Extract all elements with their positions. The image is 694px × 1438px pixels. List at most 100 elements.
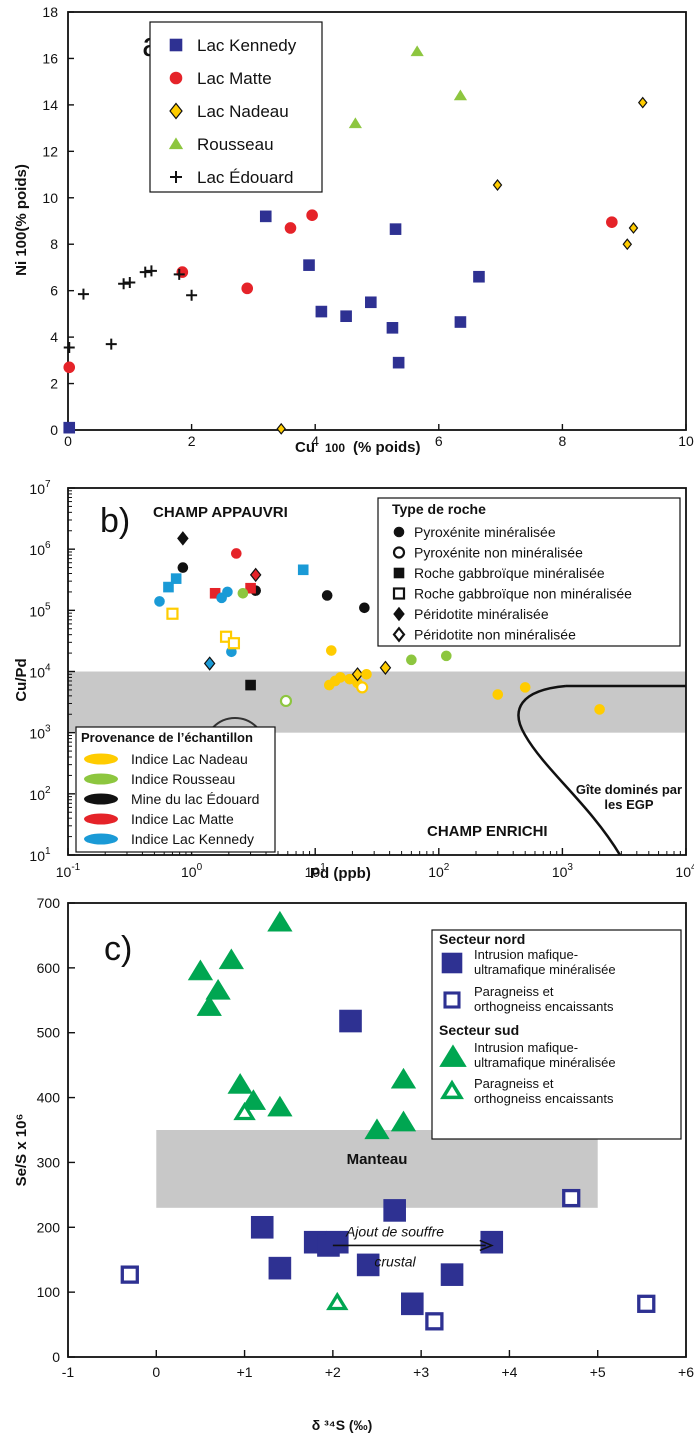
data-point-a — [139, 266, 151, 278]
legend-label-a: Lac Édouard — [197, 168, 293, 187]
y-tick-label-a: 18 — [42, 4, 58, 20]
x-tick-label-b: 102 — [428, 862, 450, 880]
data-point-a — [145, 265, 157, 277]
mantle-band-b — [68, 671, 686, 733]
data-point-c — [562, 1188, 581, 1208]
data-point-b — [335, 672, 346, 683]
x-tick-label-b: 10-1 — [56, 862, 81, 880]
legend-rock-marker — [392, 626, 406, 643]
legend-rock-label: Péridotite non minéralisée — [414, 627, 576, 643]
legend-north-intrusion-marker — [441, 952, 463, 974]
data-point-c — [233, 1101, 256, 1121]
y-tick-label-c: 700 — [37, 895, 61, 911]
y-axis-label-b: Cu/Pd — [13, 658, 30, 701]
x-tick-label-a: 6 — [435, 433, 443, 449]
legend-rock-box — [377, 497, 681, 647]
y-tick-exponent-b: 7 — [45, 479, 51, 490]
data-point-c — [205, 978, 231, 1000]
x-tick-label-c: -1 — [62, 1364, 75, 1380]
data-point-a — [348, 117, 362, 129]
data-point-b — [492, 689, 504, 700]
y-tick-exponent-b: 3 — [45, 724, 51, 735]
data-point-b — [154, 596, 165, 607]
data-point-b — [237, 587, 249, 599]
data-point-b — [231, 548, 242, 559]
data-point-a — [492, 179, 503, 191]
legend-north-intrusion-label-2: ultramafique minéralisée — [474, 962, 616, 977]
depleted-field-label: CHAMP APPAUVRI — [153, 504, 288, 521]
x-tick-label-c: 0 — [152, 1364, 160, 1380]
legend-origin-swatch — [84, 813, 118, 825]
x-tick-exponent-b: -1 — [71, 862, 80, 873]
y-tick-exponent-b: 5 — [45, 601, 51, 612]
y-tick-label-c: 0 — [52, 1349, 60, 1365]
legend-origin-swatch — [84, 833, 118, 845]
data-point-b — [227, 637, 241, 650]
y-tick-exponent-b: 6 — [45, 540, 51, 551]
data-point-a — [410, 45, 424, 57]
crustal-label-2: crustal — [374, 1253, 416, 1269]
data-point-b — [245, 582, 256, 594]
data-point-a — [303, 259, 315, 271]
legend-rock-label: Pyroxénite minéralisée — [414, 524, 556, 540]
legend-rock-label: Péridotite minéralisée — [414, 606, 549, 622]
x-tick-exponent-b: 3 — [567, 862, 573, 873]
legend-marker-a — [168, 137, 184, 150]
plot-frame-c — [67, 902, 687, 1358]
data-point-a — [622, 238, 633, 251]
data-point-c — [250, 1215, 274, 1239]
x-tick-exponent-b: 1 — [320, 862, 326, 873]
y-tick-exponent-b: 2 — [45, 785, 51, 796]
x-tick-label-c: +4 — [501, 1364, 517, 1380]
panel-label-b: b) — [100, 502, 130, 540]
legend-south-host-label: Paragneiss et — [474, 1076, 554, 1091]
y-tick-label-c: 500 — [37, 1025, 61, 1041]
data-point-a — [259, 210, 272, 223]
y-tick-label-c: 400 — [37, 1090, 61, 1106]
legend-north-title: Secteur nord — [439, 931, 525, 947]
data-point-b — [279, 694, 293, 708]
data-point-c — [425, 1312, 444, 1331]
data-point-c — [339, 1009, 362, 1033]
data-point-c — [440, 1263, 464, 1286]
x-tick-label-c: +3 — [413, 1364, 429, 1380]
x-tick-label-b: 103 — [552, 862, 574, 880]
legend-origin-box — [75, 726, 276, 853]
x-tick-exponent-b: 4 — [691, 862, 694, 873]
data-point-b — [441, 650, 452, 662]
legend-marker-a — [169, 71, 183, 85]
data-point-b — [163, 581, 174, 593]
data-point-c — [120, 1265, 139, 1284]
y-tick-label-a: 2 — [50, 376, 58, 392]
legend-rock-marker — [392, 546, 406, 559]
legend-origin-label: Indice Lac Kennedy — [131, 831, 254, 847]
x-tick-label-a: 0 — [64, 433, 72, 449]
legend-rock-marker — [393, 606, 405, 622]
legend-label-a: Lac Kennedy — [197, 36, 297, 55]
data-point-c — [383, 1199, 406, 1222]
pge-deposit-curve — [517, 684, 622, 856]
x-axis-label-c: δ ³⁴S (‰) — [312, 1417, 373, 1433]
data-point-a — [365, 296, 377, 309]
data-point-b — [245, 679, 256, 691]
crustal-label: Ajout de souffre — [345, 1223, 444, 1239]
legend-south-host-label-2: orthogneiss encaissants — [474, 1091, 614, 1106]
legend-origin-label: Indice Rousseau — [131, 771, 235, 787]
y-tick-label-a: 6 — [50, 283, 58, 299]
legend-marker-a — [169, 38, 183, 52]
data-point-a — [473, 270, 485, 283]
legend-origin-label: Mine du lac Édouard — [131, 791, 259, 807]
y-tick-label-a: 12 — [42, 143, 58, 159]
legend-south-intrusion-marker — [439, 1044, 467, 1067]
legend-south-intrusion-label-2: ultramafique minéralisée — [474, 1055, 616, 1070]
x-axis-label-a: Cu — [295, 439, 315, 456]
data-point-a — [241, 282, 254, 295]
y-axis-label-a: Ni 100(% poids) — [13, 164, 30, 276]
y-tick-label-b: 107 — [29, 479, 51, 497]
x-tick-label-b: 104 — [675, 862, 694, 880]
y-tick-label-b: 101 — [29, 846, 51, 864]
y-axis-label-c: Se/S x 10⁶ — [13, 1114, 30, 1187]
mantle-band-c — [156, 1130, 598, 1208]
data-point-b — [406, 654, 417, 666]
